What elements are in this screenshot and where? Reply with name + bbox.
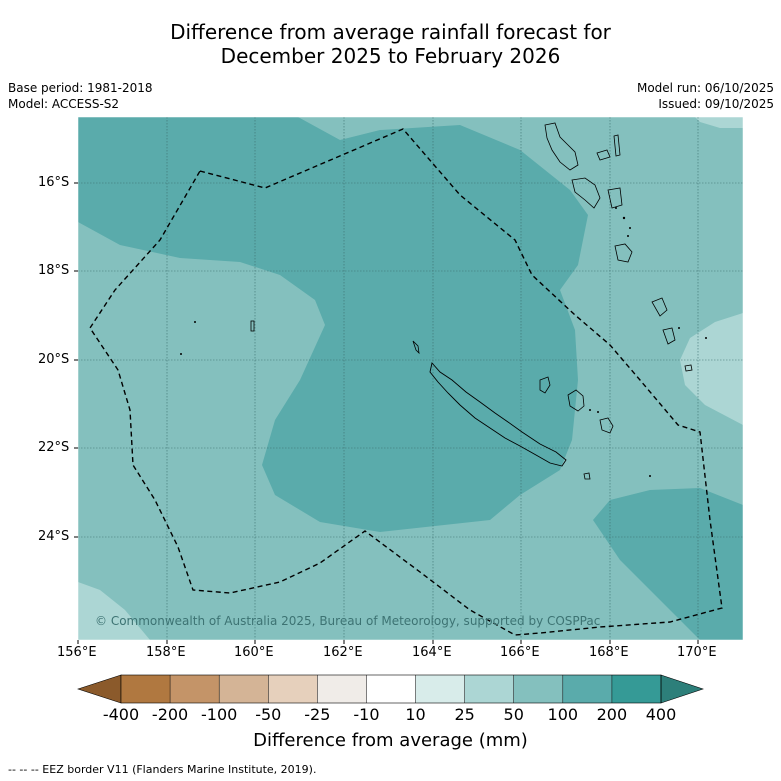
lat-label-24s: 24°S: [38, 529, 70, 544]
lon-label-164e: 164°E: [412, 645, 452, 660]
field-100-200-southeast: [593, 488, 743, 640]
aneityum-island: [684, 364, 693, 372]
colorbar-segment: [611, 675, 661, 703]
colorbar-segment: [513, 675, 563, 703]
pentecost-island: [607, 187, 623, 209]
lon-label-156e: 156°E: [57, 645, 97, 660]
meta-left: Base period: 1981-2018 Model: ACCESS-S2: [8, 80, 153, 112]
islet-12: [649, 475, 651, 477]
model-run: Model run: 06/10/2025: [636, 81, 774, 95]
colorbar-tick-label: -200: [151, 705, 189, 724]
islet-8: [678, 327, 680, 329]
eez-legend-note: -- -- -- EEZ border V11 (Flanders Marine…: [8, 763, 317, 776]
colorbar-tick-label: 10: [405, 705, 426, 724]
lat-label-20s: 20°S: [38, 352, 70, 367]
colorbar: [77, 674, 704, 704]
malekula-island: [571, 177, 601, 209]
lat-label-22s: 22°S: [38, 440, 70, 455]
eez-border: [89, 128, 723, 636]
ouvea-island: [539, 376, 551, 394]
small-islets: [180, 207, 707, 477]
colorbar-tick-label: -10: [353, 705, 380, 724]
mare-island: [599, 417, 614, 434]
erromango-island: [651, 297, 668, 317]
islet-11: [597, 411, 599, 413]
field-100-200-main: [78, 117, 588, 532]
belep-islands: [412, 340, 420, 355]
field-25-50-northeast: [695, 117, 743, 128]
lifou-island: [567, 389, 585, 412]
field-25-50-east: [680, 313, 743, 425]
base-period: Base period: 1981-2018: [8, 81, 153, 95]
islet-6: [629, 227, 631, 229]
field-25-50-southwest: [78, 582, 150, 640]
colorbar-tick-label: -100: [201, 705, 238, 724]
meta-right: Model run: 06/10/2025 Issued: 09/10/2025: [637, 80, 774, 112]
ambae-island: [596, 149, 611, 161]
isle-of-pines: [583, 472, 591, 480]
colorbar-tick-label: 200: [596, 705, 628, 724]
colorbar-extend-low: [77, 674, 122, 704]
maewo-island: [613, 134, 621, 157]
lon-label-170e: 170°E: [677, 645, 717, 660]
lon-label-158e: 158°E: [146, 645, 186, 660]
efate-island: [614, 243, 633, 263]
colorbar-tick-label: 25: [454, 705, 475, 724]
copyright-notice: © Commonwealth of Australia 2025, Bureau…: [95, 614, 601, 628]
islet-10: [589, 409, 591, 411]
title-line-1: Difference from average rainfall forecas…: [170, 20, 611, 44]
lon-label-168e: 168°E: [589, 645, 629, 660]
islet-1: [194, 321, 196, 323]
colorbar-segment: [268, 675, 318, 703]
colorbar-title: Difference from average (mm): [253, 730, 528, 751]
lon-label-160e: 160°E: [234, 645, 274, 660]
gridlines: [78, 117, 743, 640]
colorbar-segment: [366, 675, 416, 703]
colorbar-tick-label: 100: [547, 705, 579, 724]
colorbar-segment: [121, 675, 171, 703]
tanna-island: [662, 327, 676, 345]
islet-2: [180, 353, 182, 355]
colorbar-segment: [219, 675, 269, 703]
islet-3: [250, 320, 255, 332]
colorbar-segment: [464, 675, 514, 703]
espiritu-santo-island: [544, 122, 579, 171]
model-name: Model: ACCESS-S2: [8, 97, 120, 111]
colorbar-segment: [415, 675, 465, 703]
islet-7: [627, 235, 629, 237]
map-title: Difference from average rainfall forecas…: [0, 20, 781, 68]
islet-4: [615, 207, 617, 209]
islet-9: [705, 337, 707, 339]
new-caledonia-island: [429, 362, 567, 467]
issued-date: Issued: 09/10/2025: [658, 97, 774, 111]
lon-label-162e: 162°E: [323, 645, 363, 660]
colorbar-tick-label: -50: [255, 705, 282, 724]
axis-ticks: [74, 182, 699, 644]
colorbar-tick-label: 50: [503, 705, 524, 724]
map-fields: [78, 117, 743, 640]
islet-5: [622, 216, 626, 220]
colorbar-tick-label: 400: [645, 705, 677, 724]
colorbar-tick-label: -400: [102, 705, 140, 724]
lat-label-16s: 16°S: [38, 175, 70, 190]
colorbar-segment: [562, 675, 612, 703]
map-frame: [77, 116, 744, 641]
lat-label-18s: 18°S: [38, 263, 70, 278]
colorbar-frame: [120, 674, 662, 704]
lon-label-166e: 166°E: [500, 645, 540, 660]
colorbar-extend-high: [660, 674, 704, 704]
colorbar-tick-label: -25: [304, 705, 331, 724]
title-line-2: December 2025 to February 2026: [220, 44, 561, 68]
colorbar-segment: [317, 675, 367, 703]
colorbar-segment: [170, 675, 220, 703]
